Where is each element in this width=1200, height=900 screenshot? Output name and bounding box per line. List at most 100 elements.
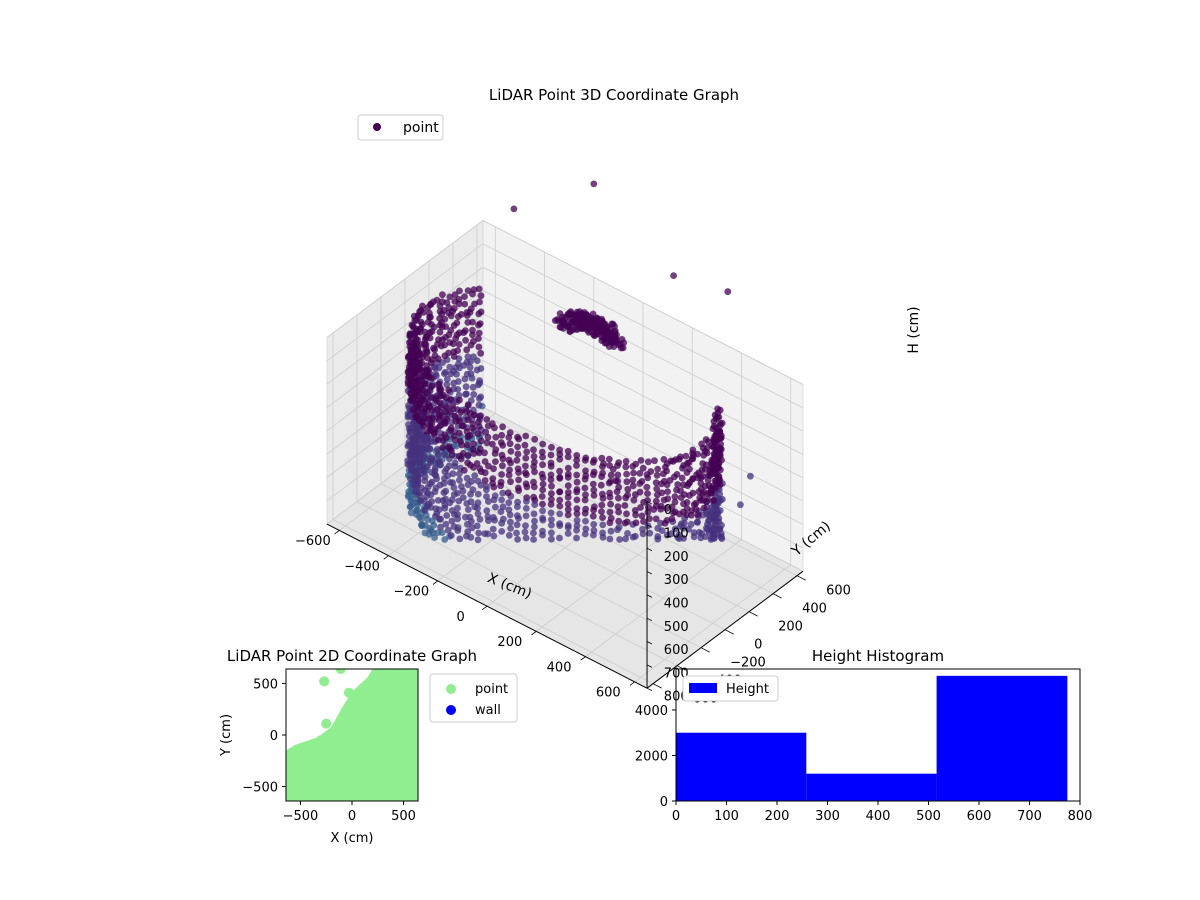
data-point	[489, 440, 496, 448]
grid-z-left	[326, 266, 484, 385]
data-point	[420, 422, 428, 430]
tick-x	[334, 530, 340, 535]
data-point	[652, 497, 660, 505]
data-point	[704, 476, 712, 484]
data-point	[599, 521, 607, 529]
data-point	[456, 417, 463, 425]
data-point	[539, 480, 547, 488]
tick-label-y: 0	[754, 638, 762, 653]
data-point	[437, 386, 445, 394]
tick-z	[646, 547, 653, 552]
data-point	[407, 509, 415, 517]
data-point	[709, 425, 717, 433]
legend-label-wall: wall	[475, 703, 501, 718]
data-point	[531, 517, 538, 525]
data-point	[523, 497, 530, 505]
data-point	[514, 536, 521, 543]
data-point	[498, 471, 505, 478]
data-point	[623, 478, 631, 486]
data-point	[435, 506, 443, 513]
tick-x	[383, 555, 389, 560]
data-point	[448, 517, 456, 525]
data-point	[454, 489, 461, 497]
data-point	[483, 507, 491, 515]
data-point	[475, 449, 483, 457]
tick-label-y: 500	[253, 677, 278, 692]
data-point	[498, 431, 506, 439]
data-point	[464, 319, 472, 326]
data-point	[689, 449, 696, 457]
data-point	[449, 402, 456, 409]
data-point	[582, 517, 589, 525]
data-point	[450, 322, 458, 329]
data-point	[582, 505, 589, 513]
tick-x	[481, 605, 488, 611]
data-point	[693, 518, 701, 526]
data-point	[481, 449, 488, 457]
data-point	[428, 420, 436, 428]
data-point	[434, 497, 442, 504]
data-point	[530, 529, 537, 537]
data-point	[463, 358, 471, 366]
data-point	[616, 536, 623, 543]
data-point	[632, 460, 640, 468]
data-point	[428, 328, 436, 335]
data-point	[632, 491, 639, 499]
data-point	[427, 480, 434, 488]
data-point	[505, 506, 513, 514]
data-point	[343, 687, 354, 698]
tick-label-x: −400	[344, 559, 380, 574]
data-point	[639, 530, 647, 538]
data-point	[321, 718, 332, 729]
data-point	[483, 493, 490, 500]
chart-3d-legend: point	[357, 114, 444, 141]
data-point	[462, 383, 470, 391]
data-point	[457, 438, 464, 445]
data-point	[660, 496, 668, 504]
data-point	[564, 511, 572, 519]
data-point	[412, 369, 420, 377]
data-point	[482, 428, 490, 436]
data-point	[507, 518, 514, 526]
data-point	[638, 512, 646, 520]
data-point	[319, 676, 330, 687]
data-point	[523, 448, 531, 456]
data-point	[447, 532, 455, 539]
legend-marker-point	[446, 684, 456, 694]
data-point	[710, 418, 718, 425]
data-point	[637, 504, 644, 511]
data-point	[573, 486, 581, 493]
grid-z-back	[482, 266, 804, 432]
data-point	[556, 473, 564, 481]
data-point	[539, 531, 546, 539]
data-point	[451, 463, 459, 470]
data-point	[556, 310, 564, 317]
data-point	[530, 446, 537, 454]
data-point	[439, 444, 447, 451]
tick-z	[646, 641, 653, 645]
data-point	[564, 500, 572, 508]
data-point	[640, 498, 647, 506]
data-point	[507, 448, 515, 455]
data-point	[416, 489, 423, 497]
data-point	[530, 463, 538, 470]
data-point	[600, 460, 607, 467]
data-point	[615, 517, 623, 525]
data-point	[442, 495, 449, 503]
data-point	[459, 422, 467, 430]
data-point	[521, 441, 529, 449]
data-point	[464, 416, 472, 424]
data-point	[652, 502, 660, 510]
data-point	[464, 287, 472, 294]
data-point	[505, 499, 513, 507]
data-point	[573, 534, 580, 542]
data-point	[450, 305, 458, 312]
data-point	[556, 467, 563, 475]
data-point	[612, 477, 620, 485]
data-point	[654, 524, 662, 532]
data-point	[452, 335, 460, 342]
data-point	[404, 368, 412, 376]
data-point	[637, 457, 645, 464]
grid-z-left	[326, 220, 484, 338]
data-point	[434, 445, 441, 453]
